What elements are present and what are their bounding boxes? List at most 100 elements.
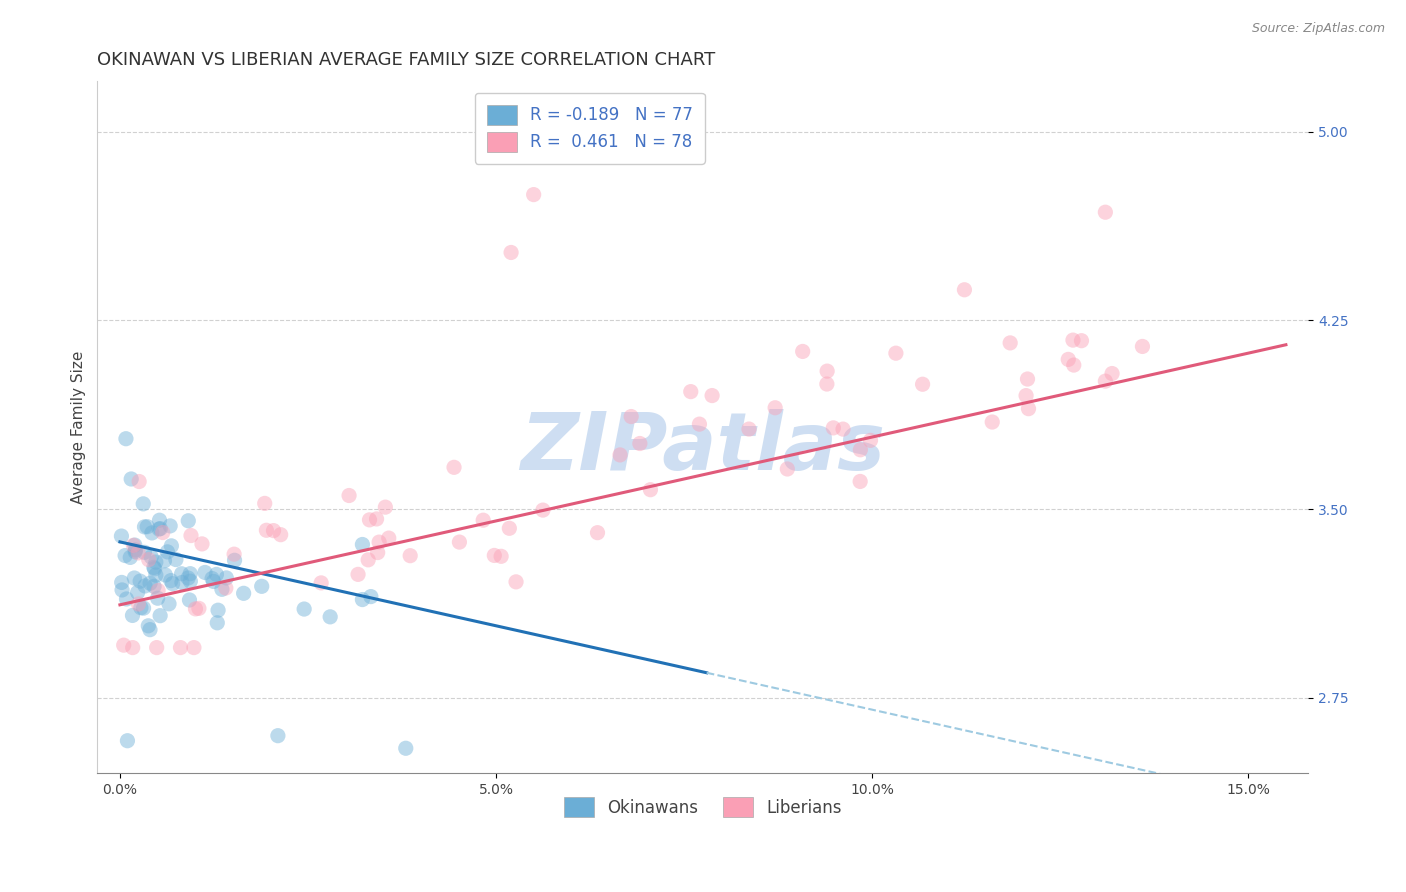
Point <box>253 496 276 510</box>
Point <box>640 483 662 497</box>
Point <box>129 600 152 615</box>
Point <box>139 576 162 591</box>
Point <box>700 388 723 402</box>
Point <box>738 422 761 436</box>
Point <box>586 525 609 540</box>
Point <box>254 523 277 537</box>
Point <box>484 549 506 563</box>
Point <box>128 475 150 489</box>
Point <box>366 512 388 526</box>
Point <box>250 579 273 593</box>
Point <box>207 615 229 630</box>
Text: Source: ZipAtlas.com: Source: ZipAtlas.com <box>1251 22 1385 36</box>
Point <box>270 527 292 541</box>
Point <box>111 582 134 597</box>
Point <box>1017 372 1039 386</box>
Point <box>122 538 145 552</box>
Point <box>501 245 523 260</box>
Point <box>187 601 209 615</box>
Point <box>1018 401 1040 416</box>
Point <box>443 460 465 475</box>
Point <box>1062 333 1084 347</box>
Point <box>120 472 142 486</box>
Point <box>823 421 845 435</box>
Point <box>205 567 228 582</box>
Point <box>170 566 193 581</box>
Point <box>179 574 201 589</box>
Point <box>1094 374 1116 388</box>
Point <box>132 497 155 511</box>
Point <box>136 519 159 533</box>
Point <box>347 567 370 582</box>
Point <box>111 575 134 590</box>
Point <box>145 555 167 569</box>
Point <box>620 409 643 424</box>
Point <box>134 545 156 559</box>
Point <box>184 602 207 616</box>
Legend: Okinawans, Liberians: Okinawans, Liberians <box>557 790 849 824</box>
Point <box>609 448 631 462</box>
Point <box>776 462 799 476</box>
Point <box>309 575 332 590</box>
Point <box>352 592 374 607</box>
Point <box>688 417 710 431</box>
Point <box>267 729 290 743</box>
Point <box>849 475 872 489</box>
Point <box>628 436 651 450</box>
Point <box>792 344 814 359</box>
Point <box>215 581 238 595</box>
Point <box>292 602 315 616</box>
Point <box>129 574 152 589</box>
Point <box>134 579 156 593</box>
Point <box>531 503 554 517</box>
Point <box>849 442 872 457</box>
Point <box>146 591 169 606</box>
Y-axis label: Average Family Size: Average Family Size <box>72 351 86 504</box>
Point <box>815 377 838 392</box>
Point <box>143 562 166 576</box>
Point <box>149 608 172 623</box>
Point <box>136 619 159 633</box>
Point <box>165 552 187 566</box>
Point <box>489 549 512 564</box>
Point <box>815 364 838 378</box>
Point <box>337 489 360 503</box>
Point <box>523 187 546 202</box>
Point <box>152 525 174 540</box>
Point <box>132 601 155 615</box>
Point <box>359 513 381 527</box>
Point <box>127 585 149 599</box>
Point <box>179 566 201 581</box>
Text: ZIPatlas: ZIPatlas <box>520 409 886 487</box>
Point <box>157 597 180 611</box>
Point <box>1101 367 1123 381</box>
Point <box>378 531 401 545</box>
Point <box>224 553 246 567</box>
Point <box>114 549 136 563</box>
Point <box>153 554 176 568</box>
Point <box>124 538 146 552</box>
Point <box>179 593 201 607</box>
Point <box>148 513 170 527</box>
Point <box>120 550 142 565</box>
Point <box>472 513 495 527</box>
Point <box>498 521 520 535</box>
Point <box>367 545 389 559</box>
Point <box>139 623 162 637</box>
Point <box>224 547 246 561</box>
Point <box>884 346 907 360</box>
Point <box>160 574 183 588</box>
Point <box>953 283 976 297</box>
Point <box>169 640 191 655</box>
Point <box>911 377 934 392</box>
Point <box>138 552 160 566</box>
Point <box>177 514 200 528</box>
Point <box>159 519 181 533</box>
Point <box>505 574 527 589</box>
Point <box>832 422 855 436</box>
Point <box>319 610 342 624</box>
Point <box>357 553 380 567</box>
Point <box>998 335 1021 350</box>
Point <box>127 597 149 611</box>
Point <box>215 571 238 585</box>
